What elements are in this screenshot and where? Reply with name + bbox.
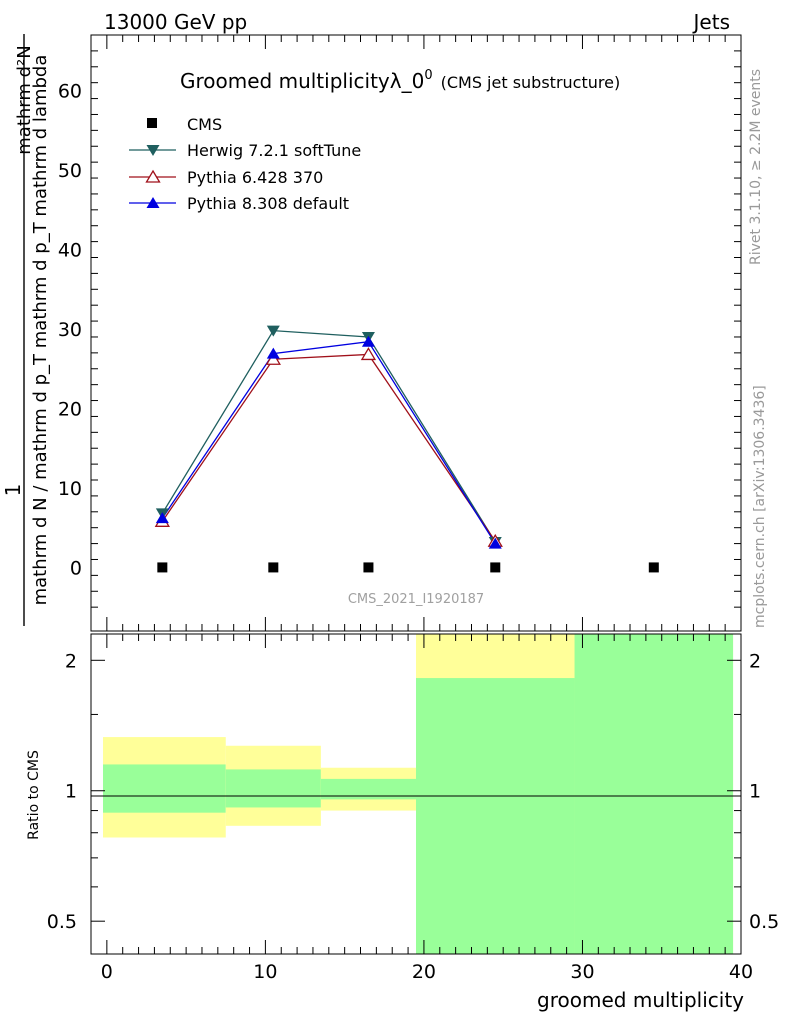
legend-label-pythia6: Pythia 6.428 370 (187, 168, 323, 187)
data-point-pythia6 (265, 351, 281, 365)
main-ylabel-denominator: mathrm d N / mathrm d p_T mathrm d p_T m… (30, 55, 51, 606)
data-point-pythia8 (361, 335, 375, 347)
main-axis-ticks: 0 10 20 30 40 50 60 (58, 35, 742, 631)
legend-marker-pythia8 (146, 197, 160, 208)
ratio-band-inner (225, 769, 321, 808)
ratio-band-inner (416, 678, 575, 954)
ratio-frame (90, 633, 742, 955)
ratio-ylabel: Ratio to CMS (26, 750, 42, 840)
ratio-xtick-label: 10 (253, 961, 277, 983)
data-point-pythia8 (155, 512, 169, 524)
series-line-herwig (161, 329, 496, 543)
main-ytick-label: 60 (58, 81, 82, 103)
ratio-ytick-label-right: 1 (749, 781, 761, 803)
legend-label-herwig: Herwig 7.2.1 softTune (187, 141, 361, 160)
main-series (154, 325, 659, 573)
legend: CMS Herwig 7.2.1 softTune Pythia 6.428 3… (129, 115, 361, 213)
legend-label-cms: CMS (187, 115, 222, 134)
data-point-herwig (266, 325, 280, 337)
process-label: Jets (692, 10, 730, 34)
data-point-pythia8 (488, 537, 502, 549)
ratio-ytick-label-left: 1 (65, 781, 77, 803)
data-point-cms (157, 562, 168, 573)
analysis-watermark: CMS_2021_I1920187 (348, 592, 484, 607)
main-ytick-label: 0 (70, 557, 82, 579)
main-ytick-label: 40 (58, 240, 82, 262)
ratio-plot: 0.5 0.51 12 20 10 20 30 40 (47, 633, 779, 983)
series-line-pythia8 (161, 341, 496, 544)
ratio-band-inner (103, 764, 226, 813)
main-plot: 0 10 20 30 40 50 60 Groomed multiplicityλ_00 (C… (58, 34, 742, 632)
legend-marker-herwig (146, 145, 160, 156)
main-ylabel-prefix: 1 (1, 484, 25, 497)
ratio-ytick-label-right: 0.5 (749, 911, 779, 933)
ratio-ytick-label-right: 2 (749, 650, 761, 672)
data-point-cms (268, 562, 279, 573)
data-point-cms (648, 562, 659, 573)
data-point-pythia8 (266, 347, 280, 359)
legend-label-pythia8: Pythia 8.308 default (187, 194, 349, 213)
x-axis-label: groomed multiplicity (537, 988, 744, 1012)
mcplots-label: mcplots.cern.ch [arXiv:1306.3436] (752, 385, 768, 628)
ratio-xtick-label: 0 (101, 961, 113, 983)
legend-marker-pythia6 (145, 169, 161, 183)
main-ytick-label: 10 (58, 478, 82, 500)
collision-label: 13000 GeV pp (104, 10, 247, 34)
chart-title: Groomed multiplicityλ_00 (CMS jet substru… (180, 68, 620, 93)
data-point-cms (363, 562, 374, 573)
main-ytick-label: 20 (58, 398, 82, 420)
main-frame (90, 34, 742, 632)
data-point-pythia6 (360, 347, 377, 361)
ratio-xtick-label: 30 (570, 961, 594, 983)
legend-marker-cms (147, 118, 157, 128)
series-line-pythia6 (161, 353, 496, 542)
ratio-axis-ticks: 0.5 0.51 12 20 10 20 30 40 (47, 634, 779, 983)
rivet-label: Rivet 3.1.10, ≥ 2.2M events (748, 69, 764, 265)
ratio-ytick-label-left: 0.5 (47, 911, 77, 933)
ratio-bands (103, 634, 734, 954)
ratio-xtick-label: 40 (729, 961, 753, 983)
ratio-band-inner (574, 634, 734, 954)
main-ytick-label: 30 (58, 319, 82, 341)
ratio-ytick-label-left: 2 (65, 650, 77, 672)
ratio-xtick-label: 20 (412, 961, 436, 983)
ratio-band-inner (320, 778, 416, 800)
main-ytick-label: 50 (58, 160, 82, 182)
main-ylabel: 1 mathrm d²N mathrm d N / mathrm d p_T m… (1, 34, 51, 626)
data-point-cms (490, 562, 501, 573)
